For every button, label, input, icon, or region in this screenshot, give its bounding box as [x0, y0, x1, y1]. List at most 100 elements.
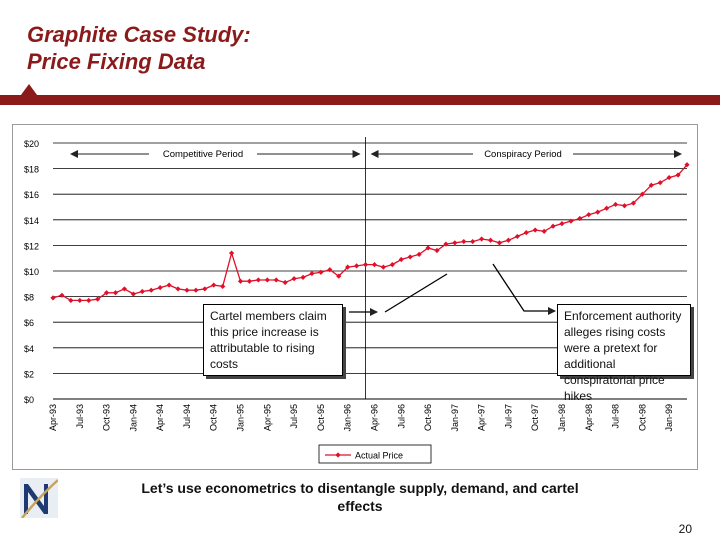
x-tick-label: Oct-97: [530, 404, 540, 431]
data-point: [496, 240, 503, 246]
x-tick-label: Apr-98: [584, 404, 594, 431]
data-point: [389, 262, 395, 268]
data-point: [434, 247, 440, 254]
x-tick-label: Jan-97: [450, 404, 460, 432]
slide-title: Graphite Case Study: Price Fixing Data: [27, 21, 251, 75]
y-tick-label: $8: [24, 293, 34, 303]
series-line-actual-price: [52, 164, 688, 302]
data-point: [621, 203, 628, 209]
data-point: [550, 223, 556, 229]
data-point: [380, 264, 386, 270]
data-point: [282, 279, 288, 286]
x-tick-label: Jan-98: [557, 404, 567, 432]
data-point: [371, 262, 378, 268]
data-point: [648, 182, 654, 188]
y-tick-label: $16: [24, 190, 39, 200]
data-point: [345, 264, 351, 270]
data-point: [487, 237, 494, 243]
data-point: [255, 277, 261, 283]
data-point: [416, 251, 422, 257]
x-tick-label: Apr-97: [477, 404, 487, 431]
data-point: [300, 274, 306, 280]
data-point: [327, 267, 333, 273]
data-point: [639, 191, 645, 197]
legend-label-actual-price: Actual Price: [355, 451, 403, 461]
data-point: [246, 278, 253, 284]
y-tick-label: $4: [24, 344, 34, 354]
data-point: [211, 282, 217, 288]
data-point: [443, 241, 449, 247]
data-point: [470, 238, 476, 245]
data-point: [568, 218, 574, 224]
data-point: [657, 180, 663, 186]
y-tick-label: $20: [24, 139, 39, 149]
y-tick-label: $18: [24, 165, 39, 175]
x-tick-label: Jul-98: [611, 404, 621, 429]
data-point: [675, 172, 681, 178]
data-point: [577, 215, 583, 222]
legend-box: [318, 444, 432, 464]
data-point: [77, 297, 83, 304]
title-line-2: Price Fixing Data: [27, 49, 206, 74]
data-point: [318, 269, 324, 275]
x-tick-label: Jan-94: [128, 404, 138, 432]
data-point: [595, 209, 601, 215]
data-point: [184, 287, 190, 293]
x-tick-label: Jul-97: [503, 404, 513, 429]
x-tick-label: Apr-96: [369, 404, 379, 431]
data-point: [50, 295, 56, 301]
competitive-period-label: Competitive Period: [163, 149, 243, 160]
data-point: [666, 174, 672, 181]
x-tick-label: Jan-95: [236, 404, 246, 432]
data-point: [228, 250, 235, 256]
enforcement-arrow: [492, 263, 556, 315]
data-point: [291, 276, 297, 282]
x-tick-label: Apr-95: [262, 404, 272, 431]
data-point: [95, 296, 101, 302]
data-point: [139, 288, 145, 295]
data-point: [425, 245, 431, 251]
y-tick-label: $0: [24, 395, 34, 405]
data-point: [336, 273, 342, 279]
data-point: [514, 233, 520, 240]
data-point: [523, 230, 529, 236]
data-point: [103, 290, 110, 296]
price-chart: Competitive Period Conspiracy Period $0 $2…: [24, 137, 690, 464]
cartel-pointer-line: [384, 273, 448, 313]
x-tick-label: Jul-95: [289, 404, 299, 429]
x-tick-label: Oct-98: [637, 404, 647, 431]
x-tick-label: Oct-94: [209, 404, 219, 431]
data-point: [264, 277, 270, 283]
n-logo-icon: [20, 478, 58, 518]
x-tick-label: Oct-93: [102, 404, 112, 431]
data-point: [604, 205, 610, 211]
conspiracy-period-label: Conspiracy Period: [484, 149, 562, 160]
x-tick-label: Jul-93: [75, 404, 85, 429]
data-point: [220, 283, 226, 289]
x-tick-label: Jan-96: [343, 404, 353, 432]
footer-message: Let’s use econometrics to disentangle su…: [140, 479, 580, 515]
price-chart-frame: Competitive Period Conspiracy Period $0 $2…: [12, 124, 698, 470]
x-tick-label: Apr-93: [48, 404, 58, 431]
x-tick-label: Apr-94: [155, 404, 165, 431]
data-point: [541, 228, 547, 234]
data-point: [202, 286, 208, 292]
data-point: [407, 254, 413, 260]
data-point: [148, 287, 154, 293]
data-point: [112, 290, 119, 296]
legend-marker-swatch: [335, 452, 341, 458]
data-point: [68, 297, 74, 304]
x-tick-label: Jan-99: [664, 404, 674, 432]
data-point: [479, 236, 485, 242]
data-point: [684, 162, 690, 168]
title-divider: [0, 95, 720, 105]
data-point: [166, 282, 172, 288]
x-tick-label: Oct-95: [316, 404, 326, 431]
x-tick-label: Oct-96: [423, 404, 433, 431]
data-point: [157, 285, 163, 291]
cartel-claim-callout: Cartel members claim this price increase…: [203, 304, 343, 376]
y-tick-label: $2: [24, 369, 34, 379]
enforcement-allegation-callout: Enforcement authority alleges rising cos…: [557, 304, 691, 403]
footer-line-1: Let’s use econometrics to disentangle su…: [141, 480, 579, 496]
data-point: [461, 238, 467, 245]
